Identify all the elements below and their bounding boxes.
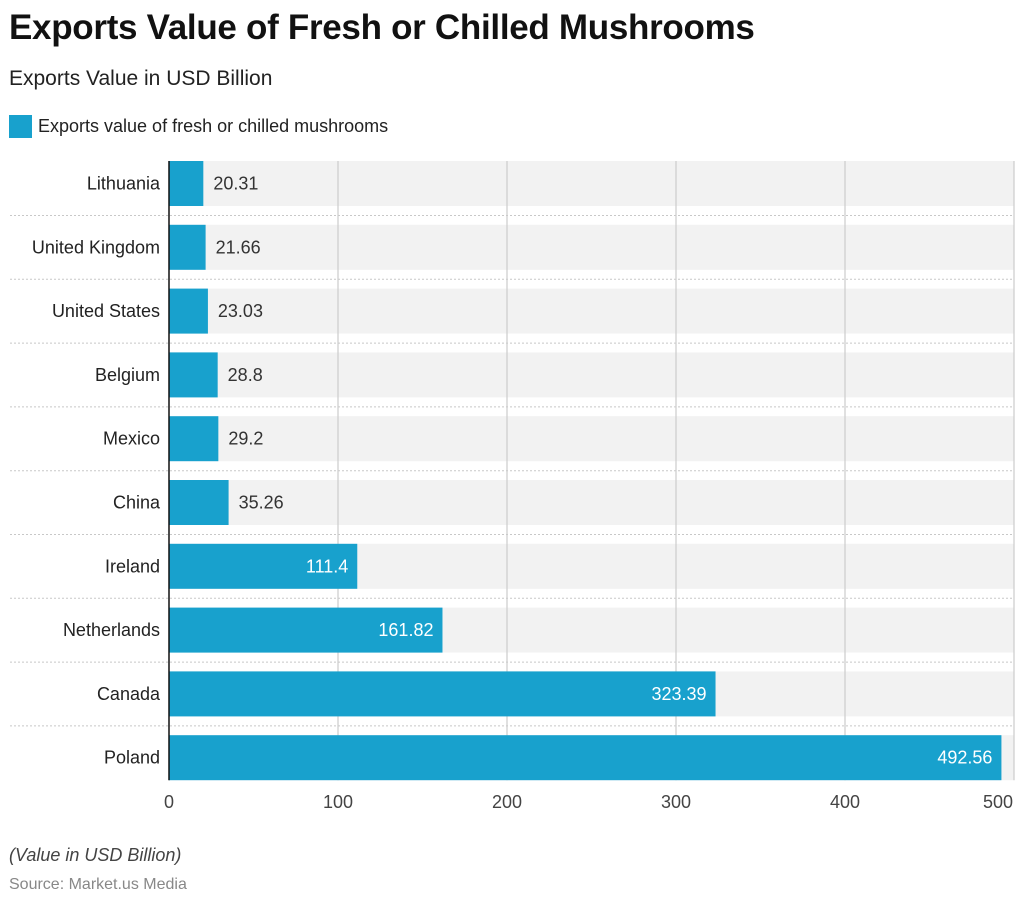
x-tick-label: 400 — [830, 792, 860, 812]
data-label: 492.56 — [937, 748, 992, 768]
category-label: United Kingdom — [32, 237, 160, 257]
data-label: 28.8 — [228, 365, 263, 385]
category-label: Belgium — [95, 365, 160, 385]
bar — [169, 607, 443, 653]
data-label: 111.4 — [306, 556, 348, 576]
row-band — [169, 480, 1014, 525]
bar — [169, 288, 208, 334]
category-label: Canada — [97, 684, 161, 704]
x-tick-label: 0 — [164, 792, 174, 812]
data-label: 29.2 — [228, 429, 263, 449]
bar — [169, 224, 206, 270]
category-label: Mexico — [103, 429, 160, 449]
category-label: Poland — [104, 748, 160, 768]
category-label: United States — [52, 301, 160, 321]
chart-subtitle: Exports Value in USD Billion — [9, 67, 273, 90]
bar — [169, 416, 219, 462]
x-tick-label: 100 — [323, 792, 353, 812]
data-label: 23.03 — [218, 301, 263, 321]
data-label: 21.66 — [216, 237, 261, 257]
row-band — [169, 288, 1014, 334]
data-label: 35.26 — [239, 493, 284, 513]
bar — [169, 480, 229, 525]
row-band — [169, 224, 1014, 270]
legend: Exports value of fresh or chilled mushro… — [9, 115, 388, 138]
legend-swatch — [9, 115, 32, 138]
category-label: Ireland — [105, 556, 160, 576]
bar — [169, 671, 716, 717]
category-label: China — [113, 493, 161, 513]
legend-label: Exports value of fresh or chilled mushro… — [38, 116, 389, 136]
data-label: 323.39 — [651, 684, 706, 704]
bar — [169, 543, 358, 589]
x-tick-label: 500 — [983, 792, 1013, 812]
chart-source: Source: Market.us Media — [9, 876, 187, 893]
row-band — [169, 161, 1014, 206]
category-label: Lithuania — [87, 174, 161, 194]
x-tick-label: 200 — [492, 792, 522, 812]
row-band — [169, 352, 1014, 398]
x-tick-label: 300 — [661, 792, 691, 812]
bar — [169, 352, 218, 398]
data-label: 161.82 — [378, 620, 433, 640]
bar — [169, 735, 1002, 781]
chart-note: (Value in USD Billion) — [9, 845, 182, 865]
row-band — [169, 416, 1014, 462]
category-label: Netherlands — [63, 620, 160, 640]
data-label: 20.31 — [213, 174, 258, 194]
chart-title: Exports Value of Fresh or Chilled Mushro… — [9, 8, 755, 47]
bar — [169, 161, 204, 206]
